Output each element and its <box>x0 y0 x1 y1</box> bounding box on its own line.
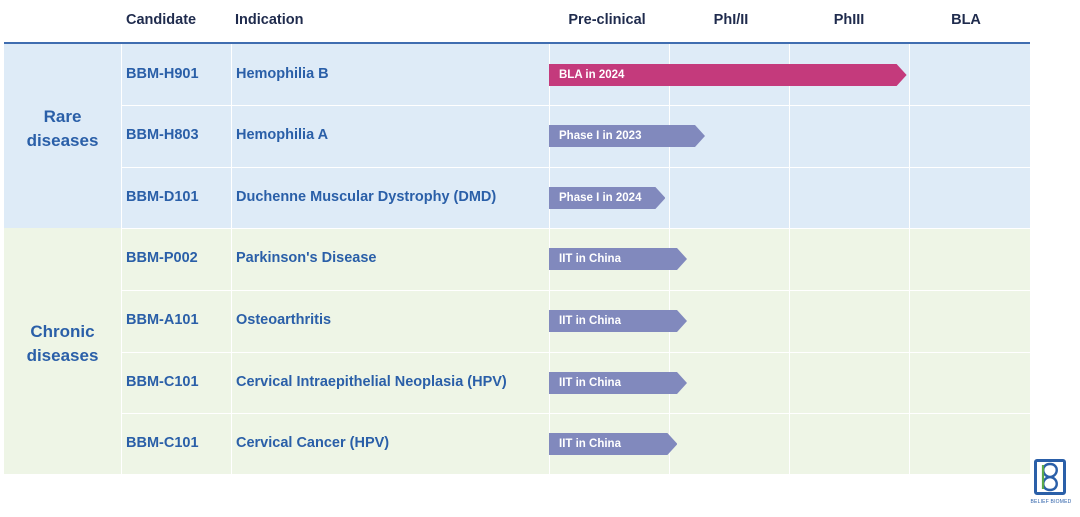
column-divider <box>789 44 790 474</box>
column-divider <box>909 44 910 474</box>
progress-arrow-bar: IIT in China <box>549 371 687 394</box>
progress-arrow-bar: Phase I in 2023 <box>549 125 705 147</box>
logo-frame <box>1034 459 1066 495</box>
group-chronic-background <box>4 228 1030 474</box>
progress-arrow-fill <box>549 186 666 209</box>
progress-arrow-bar: IIT in China <box>549 248 687 270</box>
group-label-chronic: Chronic diseases <box>4 320 121 368</box>
progress-arrow-bar: IIT in China <box>549 310 687 332</box>
progress-arrow-shape <box>549 186 666 209</box>
header-phase-phi-ii: PhI/II <box>713 12 749 28</box>
indication-cell: Hemophilia B <box>236 65 329 82</box>
progress-arrow-fill <box>549 310 687 332</box>
row-divider <box>121 228 1030 229</box>
logo-mark-icon <box>1041 462 1058 492</box>
row-divider <box>121 105 1030 106</box>
indication-cell: Duchenne Muscular Dystrophy (DMD) <box>236 188 497 205</box>
progress-arrow-label: BLA in 2024 <box>559 68 625 81</box>
progress-arrow-fill <box>549 63 907 86</box>
row-divider <box>121 413 1030 414</box>
header-indication: Indication <box>235 12 304 28</box>
candidate-cell: BBM-C101 <box>126 434 199 451</box>
progress-arrow-fill <box>549 125 705 147</box>
progress-arrow-bar: IIT in China <box>549 432 678 455</box>
candidate-cell: BBM-C101 <box>126 373 199 390</box>
progress-arrow-fill <box>549 432 678 455</box>
progress-arrow-bar: Phase I in 2024 <box>549 186 666 209</box>
indication-cell: Hemophilia A <box>236 127 329 143</box>
progress-arrow-shape <box>549 248 687 270</box>
group-label-chronic-line2: diseases <box>26 346 99 365</box>
row-divider <box>121 352 1030 353</box>
indication-cell: Parkinson's Disease <box>236 250 377 266</box>
candidate-cell: BBM-H803 <box>126 127 199 143</box>
progress-arrow-shape <box>549 371 687 394</box>
candidate-cell: BBM-P002 <box>126 250 198 266</box>
header-rule <box>4 42 1030 44</box>
group-label-rare: Rare diseases <box>4 105 121 153</box>
group-label-chronic-line1: Chronic <box>30 322 95 341</box>
progress-arrow-label: Phase I in 2023 <box>559 130 642 142</box>
progress-arrow-label: IIT in China <box>559 315 621 327</box>
progress-arrow-shape <box>549 63 907 86</box>
indication-cell: Cervical Intraepithelial Neoplasia (HPV) <box>236 373 507 390</box>
header-phase-preclinical: Pre-clinical <box>568 12 646 28</box>
group-label-rare-line2: diseases <box>26 131 99 150</box>
progress-arrow-fill <box>549 371 687 394</box>
header-phase-phiii: PhIII <box>833 12 865 28</box>
company-logo: BELIEF BIOMED <box>1028 457 1074 509</box>
indication-cell: Osteoarthritis <box>236 312 332 328</box>
progress-arrow-shape <box>549 125 705 147</box>
progress-arrow-shape <box>549 310 687 332</box>
group-label-rare-line1: Rare <box>43 107 82 126</box>
candidate-cell: BBM-A101 <box>126 312 199 328</box>
indication-cell: Cervical Cancer (HPV) <box>236 434 390 451</box>
candidate-cell: BBM-H901 <box>126 65 199 82</box>
progress-arrow-shape <box>549 432 678 455</box>
progress-arrow-label: IIT in China <box>559 437 621 450</box>
progress-arrow-bar: BLA in 2024 <box>549 63 907 86</box>
table-header: Candidate Indication Pre-clinical PhI/II… <box>0 0 1080 44</box>
candidate-cell: BBM-D101 <box>126 188 199 205</box>
progress-arrow-label: IIT in China <box>559 376 621 389</box>
column-divider <box>121 44 122 474</box>
row-divider <box>121 290 1030 291</box>
row-divider <box>121 167 1030 168</box>
header-phase-bla: BLA <box>951 12 981 28</box>
header-candidate: Candidate <box>126 12 197 28</box>
column-divider <box>231 44 232 474</box>
logo-text: BELIEF BIOMED <box>1030 499 1072 505</box>
progress-arrow-fill <box>549 248 687 270</box>
progress-arrow-label: Phase I in 2024 <box>559 191 642 204</box>
progress-arrow-label: IIT in China <box>559 253 621 265</box>
